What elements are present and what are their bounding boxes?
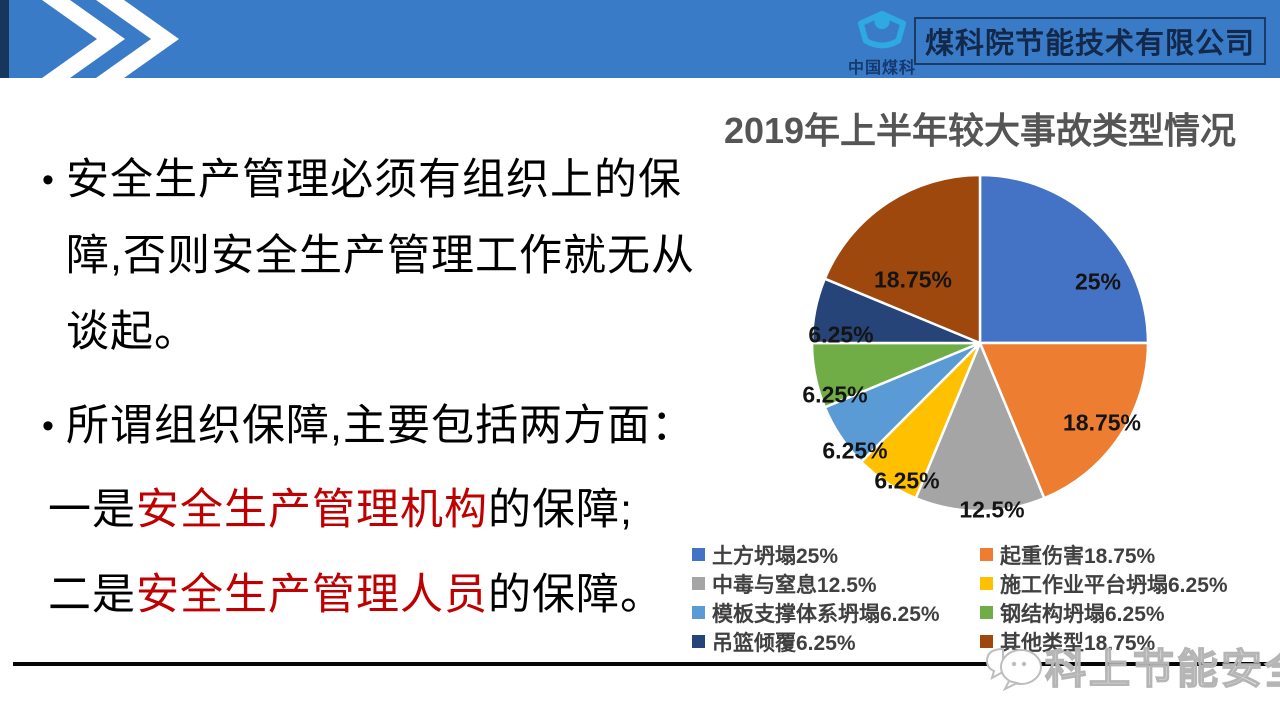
pie-data-label: 12.5% [959, 496, 1025, 523]
legend-label: 吊篮倾覆6.25% [712, 631, 856, 655]
legend-item: 其他类型18.75% [980, 627, 1272, 656]
line3-suffix: 的保障; [488, 486, 633, 534]
watermark-text: 科上节能安全 [1044, 645, 1280, 693]
bullet-paragraph-2: • 所谓组织保障,主要包括两方面： [42, 388, 732, 464]
chat-bubbles-icon [985, 647, 1042, 691]
pie-slice-earthwork-collapse [978, 173, 1150, 345]
legend-label: 钢结构坍塌6.25% [1000, 602, 1165, 626]
line3-highlight-red: 安全生产管理机构 [136, 486, 488, 534]
legend-swatch [980, 548, 993, 561]
legend-item: 钢结构坍塌6.25% [980, 598, 1272, 627]
pie-data-label: 25% [1074, 268, 1122, 295]
line4-suffix: 的保障。 [488, 571, 664, 619]
legend-label: 土方坍塌25% [712, 544, 839, 568]
legend-label: 起重伤害18.75% [1000, 544, 1156, 568]
legend-column-1: 土方坍塌25% 中毒与窒息12.5% 模板支撑体系坍塌6.25% 吊篮倾覆6.2… [692, 540, 980, 656]
pie-data-label: 6.25% [874, 467, 940, 494]
legend-item: 模板支撑体系坍塌6.25% [692, 598, 980, 627]
legend-swatch [692, 635, 705, 648]
pie-chart [810, 173, 1150, 513]
legend-label: 中毒与窒息12.5% [712, 573, 877, 597]
legend-label: 施工作业平台坍塌6.25% [1000, 573, 1228, 597]
pie-data-label: 6.25% [808, 321, 874, 348]
legend-swatch [692, 548, 705, 561]
legend-swatch [980, 635, 993, 648]
legend-swatch [692, 606, 705, 619]
company-name: 煤科院节能技术有限公司 [924, 28, 1255, 60]
legend-swatch [980, 606, 993, 619]
legend-swatch [692, 577, 705, 590]
pie-slice-lifting-injury [978, 341, 1150, 500]
bullet-marker: • [42, 407, 55, 445]
pie-data-label: 18.75% [1062, 409, 1142, 436]
double-chevron-icon [42, 0, 179, 78]
bullet-marker: • [42, 161, 55, 199]
legend-item: 施工作业平台坍塌6.25% [980, 569, 1272, 598]
chart-title: 2019年上半年较大事故类型情况 [723, 110, 1237, 151]
pie-slice-poisoning-suffocation [914, 341, 1046, 513]
legend-item: 起重伤害18.75% [980, 540, 1272, 569]
header-bar: 中国煤科 煤科院节能技术有限公司 [0, 0, 1280, 78]
line-guarantee-personnel: 二是安全生产管理人员的保障。 [48, 557, 738, 633]
legend-item: 土方坍塌25% [692, 540, 980, 569]
legend-item: 吊篮倾覆6.25% [692, 627, 980, 656]
line4-highlight-red: 安全生产管理人员 [136, 571, 488, 619]
paragraph-2-text: 所谓组织保障,主要包括两方面： [66, 402, 695, 450]
pie-data-label: 6.25% [802, 381, 868, 408]
logo-text: 中国煤科 [847, 60, 916, 77]
legend-item: 中毒与窒息12.5% [692, 569, 980, 598]
legend-label: 其他类型18.75% [1000, 631, 1156, 655]
paragraph-1-text: 安全生产管理必须有组织上的保障,否则安全生产管理工作就无从谈起。 [66, 156, 695, 356]
pie-data-label: 18.75% [873, 266, 953, 293]
legend-column-2: 起重伤害18.75% 施工作业平台坍塌6.25% 钢结构坍塌6.25% 其他类型… [980, 540, 1272, 656]
legend-label: 模板支撑体系坍塌6.25% [712, 602, 940, 626]
line-guarantee-organization: 一是安全生产管理机构的保障; [48, 472, 738, 548]
company-logo: 中国煤科 [843, 8, 921, 77]
footer-divider-line [13, 662, 1267, 666]
header-left-accent-strip [0, 0, 9, 78]
line4-prefix: 二是 [48, 571, 136, 619]
pie-slice-other-types [823, 173, 982, 345]
line3-prefix: 一是 [48, 486, 136, 534]
bullet-paragraph-1: • 安全生产管理必须有组织上的保障,否则安全生产管理工作就无从谈起。 [42, 142, 732, 370]
company-name-box: 煤科院节能技术有限公司 [914, 17, 1266, 65]
pie-data-label: 6.25% [822, 437, 888, 464]
coal-science-logo-icon [857, 10, 907, 49]
legend-swatch [980, 577, 993, 590]
chart-legend: 土方坍塌25% 中毒与窒息12.5% 模板支撑体系坍塌6.25% 吊篮倾覆6.2… [692, 540, 1272, 656]
watermark: 科上节能安全 [983, 633, 1280, 695]
